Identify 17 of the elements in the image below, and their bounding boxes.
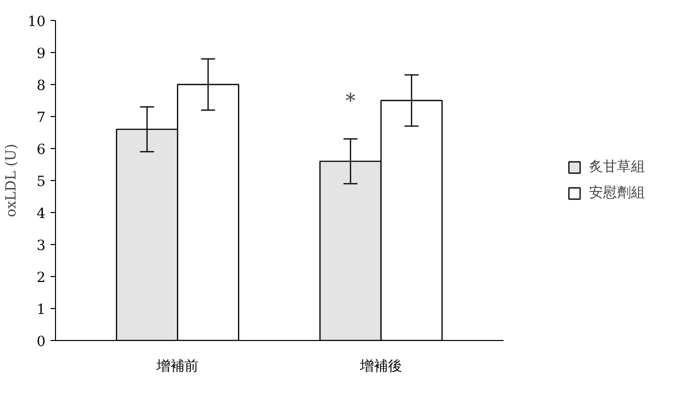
y-tick-label: 3: [36, 238, 46, 254]
annotation: *: [346, 88, 356, 112]
y-tick-label: 9: [36, 46, 46, 62]
y-tick-label: 10: [28, 14, 46, 30]
y-tick-label: 2: [36, 270, 46, 286]
y-tick-label: 1: [36, 302, 46, 318]
y-tick-label: 7: [36, 110, 46, 126]
x-tick-label: 增補前: [156, 358, 199, 374]
legend-label: 安慰劑組: [589, 184, 645, 202]
y-tick-label: 0: [36, 334, 46, 350]
y-tick-label: 6: [36, 142, 46, 158]
x-tick-label: 增補後: [359, 358, 402, 374]
y-axis-title: oxLDL (U): [4, 144, 20, 218]
y-tick-label: 5: [36, 174, 46, 190]
y-tick-label: 8: [36, 78, 46, 94]
legend-label: 炙甘草組: [589, 158, 645, 176]
y-tick-label: 4: [36, 206, 46, 222]
